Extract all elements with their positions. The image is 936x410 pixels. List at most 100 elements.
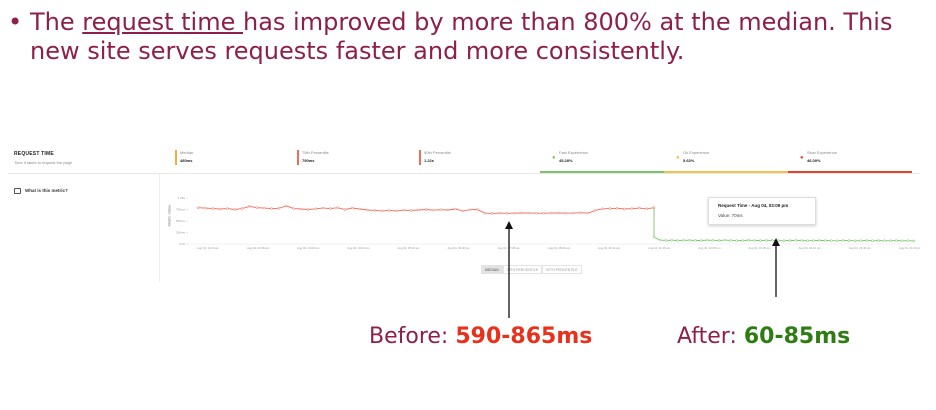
data-point[interactable] xyxy=(747,238,750,242)
data-point[interactable] xyxy=(410,209,413,212)
data-point[interactable] xyxy=(900,239,904,243)
data-point[interactable] xyxy=(204,206,207,210)
data-point[interactable] xyxy=(765,239,768,242)
data-point[interactable] xyxy=(483,211,487,215)
data-point[interactable] xyxy=(623,207,626,211)
data-point[interactable] xyxy=(262,206,266,210)
data-point[interactable] xyxy=(608,207,612,210)
data-point[interactable] xyxy=(711,239,715,242)
data-point[interactable] xyxy=(343,208,347,211)
data-point[interactable] xyxy=(218,207,222,211)
data-point[interactable] xyxy=(387,209,391,212)
data-point[interactable] xyxy=(723,238,727,242)
data-point[interactable] xyxy=(513,211,516,215)
data-point[interactable] xyxy=(307,208,310,211)
data-point[interactable] xyxy=(292,207,295,210)
data-point[interactable] xyxy=(800,239,803,242)
data-point[interactable] xyxy=(841,239,845,242)
data-point[interactable] xyxy=(638,206,641,210)
data-point[interactable] xyxy=(270,207,273,210)
data-point[interactable] xyxy=(446,208,450,212)
data-point[interactable] xyxy=(527,211,531,215)
metric-info-icon[interactable] xyxy=(14,188,21,194)
data-point[interactable] xyxy=(365,208,369,212)
data-point[interactable] xyxy=(248,205,251,208)
data-point[interactable] xyxy=(476,208,479,211)
data-point[interactable] xyxy=(380,209,384,213)
data-point[interactable] xyxy=(770,239,774,242)
request-time-link[interactable]: request time xyxy=(82,8,243,36)
data-point[interactable] xyxy=(351,206,354,210)
data-point[interactable] xyxy=(806,239,809,243)
data-point[interactable] xyxy=(255,206,259,209)
data-point[interactable] xyxy=(853,239,857,243)
data-point[interactable] xyxy=(818,239,821,242)
data-point[interactable] xyxy=(424,208,428,211)
data-point[interactable] xyxy=(454,207,457,211)
data-point[interactable] xyxy=(314,207,317,211)
data-point[interactable] xyxy=(871,239,874,243)
data-point[interactable] xyxy=(759,239,762,242)
data-point[interactable] xyxy=(329,207,332,210)
data-point[interactable] xyxy=(505,212,509,215)
data-point[interactable] xyxy=(395,209,398,213)
data-point[interactable] xyxy=(498,211,501,215)
data-point[interactable] xyxy=(830,239,833,242)
data-point[interactable] xyxy=(432,208,435,212)
what-is-this-metric-link[interactable]: What is this metric? xyxy=(25,188,68,193)
data-point[interactable] xyxy=(705,238,709,242)
data-point[interactable] xyxy=(859,239,863,242)
data-point[interactable] xyxy=(676,239,679,242)
data-point[interactable] xyxy=(700,239,703,242)
data-point[interactable] xyxy=(835,239,839,243)
data-point[interactable] xyxy=(439,208,442,211)
data-point[interactable] xyxy=(782,239,786,242)
data-point[interactable] xyxy=(664,239,668,242)
data-point[interactable] xyxy=(753,239,756,242)
data-point[interactable] xyxy=(299,207,303,211)
data-point[interactable] xyxy=(285,204,288,208)
data-point[interactable] xyxy=(336,206,339,209)
data-point[interactable] xyxy=(794,239,798,242)
data-point[interactable] xyxy=(630,207,634,210)
tab-90th-percentile[interactable]: 90TH PERCENTILE xyxy=(542,265,582,274)
data-point[interactable] xyxy=(889,239,892,243)
data-point[interactable] xyxy=(645,207,648,211)
data-point[interactable] xyxy=(557,211,560,215)
data-point[interactable] xyxy=(417,208,420,212)
data-point[interactable] xyxy=(652,235,656,239)
data-point[interactable] xyxy=(461,209,465,213)
data-point[interactable] xyxy=(741,239,744,242)
data-point[interactable] xyxy=(593,209,597,212)
data-point[interactable] xyxy=(729,239,733,242)
data-point[interactable] xyxy=(579,211,582,214)
data-point[interactable] xyxy=(535,211,538,215)
data-point[interactable] xyxy=(211,207,214,210)
data-point[interactable] xyxy=(906,239,910,242)
data-point[interactable] xyxy=(226,207,229,210)
data-point[interactable] xyxy=(735,239,738,242)
tab-75th-percentile[interactable]: 75TH PERCENTILE xyxy=(502,265,543,274)
data-point[interactable] xyxy=(658,238,662,242)
data-point[interactable] xyxy=(812,239,815,242)
data-point[interactable] xyxy=(717,239,721,242)
data-point[interactable] xyxy=(883,239,886,242)
data-point[interactable] xyxy=(586,211,590,215)
data-point[interactable] xyxy=(824,239,827,242)
data-point[interactable] xyxy=(694,239,697,242)
data-point[interactable] xyxy=(468,208,472,211)
data-point[interactable] xyxy=(571,211,575,215)
data-point[interactable] xyxy=(877,239,880,242)
data-point[interactable] xyxy=(615,207,619,210)
data-point[interactable] xyxy=(549,211,553,215)
data-point[interactable] xyxy=(912,239,916,243)
data-point[interactable] xyxy=(321,206,325,210)
data-point[interactable] xyxy=(542,212,545,215)
data-point[interactable] xyxy=(196,206,200,209)
data-point[interactable] xyxy=(240,207,244,210)
data-point[interactable] xyxy=(895,239,898,242)
data-point[interactable] xyxy=(601,207,604,211)
data-point[interactable] xyxy=(490,212,494,215)
data-point[interactable] xyxy=(682,239,685,242)
data-point[interactable] xyxy=(670,238,673,242)
